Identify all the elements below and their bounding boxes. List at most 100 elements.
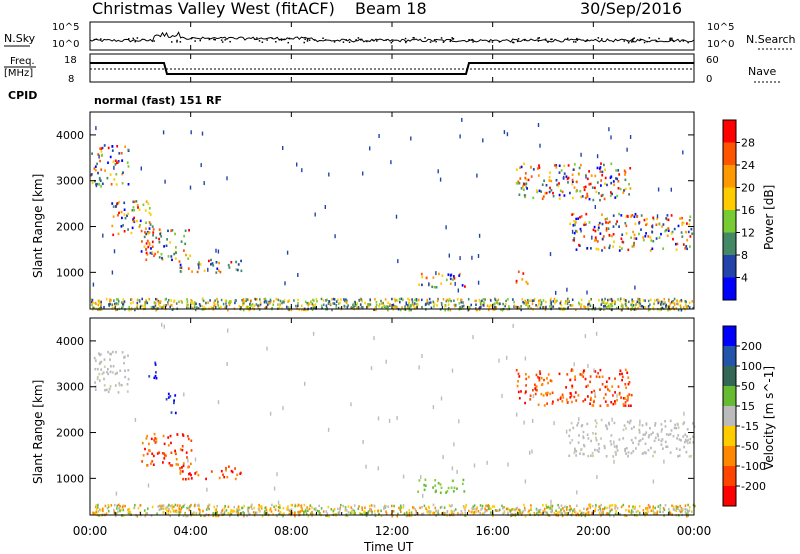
scatter-cell <box>686 305 688 309</box>
scatter-cell <box>297 304 299 308</box>
scatter-cell <box>430 306 433 310</box>
scatter-cell <box>464 511 467 515</box>
scatter-cell <box>230 513 233 516</box>
scatter-cell <box>626 215 629 218</box>
scatter-cell <box>269 507 272 510</box>
colorbar-segment <box>723 406 736 427</box>
scatter-cell <box>309 302 311 305</box>
scatter-cell <box>632 230 634 234</box>
scatter-cell <box>315 297 318 301</box>
scatter-cell <box>573 362 575 367</box>
scatter-cell <box>159 507 162 511</box>
scatter-cell <box>618 438 621 441</box>
scatter-cell <box>190 503 192 507</box>
scatter-cell <box>149 213 152 216</box>
scatter-cell <box>222 473 224 476</box>
scatter-cell <box>107 505 110 509</box>
scatter-cell <box>672 299 675 303</box>
scatter-cell <box>689 215 692 218</box>
scatter-cell <box>410 308 412 312</box>
scatter-cell <box>344 509 347 512</box>
scatter-cell <box>600 184 602 187</box>
scatter-cell <box>181 466 183 469</box>
scatter-cell <box>507 298 509 301</box>
y-tick-label: 4000 <box>56 129 84 142</box>
scatter-cell <box>93 512 96 515</box>
scatter-cell <box>621 304 624 307</box>
scatter-cell <box>453 277 456 280</box>
scatter-cell <box>652 507 654 511</box>
scatter-cell <box>144 447 146 451</box>
scatter-cell <box>603 444 606 448</box>
scatter-cell <box>671 504 673 507</box>
scatter-cell <box>220 511 222 515</box>
scatter-cell <box>359 297 362 301</box>
scatter-cell <box>169 504 172 508</box>
scatter-cell <box>641 452 644 455</box>
scatter-cell <box>110 365 112 368</box>
scatter-cell <box>310 300 312 303</box>
scatter-cell <box>561 393 564 397</box>
scatter-cell <box>541 197 544 200</box>
scatter-cell <box>540 392 543 396</box>
scatter-cell <box>131 209 134 212</box>
scatter-cell <box>124 216 127 220</box>
scatter-cell <box>574 229 577 233</box>
scatter-cell <box>365 514 368 517</box>
noise-search-point <box>345 39 347 41</box>
scatter-cell <box>405 514 408 518</box>
colorbar-tick-label: 200 <box>741 340 762 353</box>
noise-search-point <box>566 37 569 40</box>
scatter-cell <box>429 301 432 304</box>
scatter-cell <box>544 192 547 195</box>
scatter-cell <box>634 212 637 216</box>
scatter-cell <box>273 300 275 303</box>
scatter-cell <box>605 221 607 224</box>
scatter-cell <box>218 476 221 480</box>
scatter-cell <box>428 302 430 306</box>
scatter-cell <box>514 508 516 512</box>
scatter-cell <box>150 247 152 250</box>
scatter-cell <box>449 282 452 285</box>
noise-search-point <box>390 42 393 44</box>
scatter-cell <box>583 235 586 238</box>
scatter-cell <box>420 475 422 479</box>
scatter-cell <box>515 279 518 283</box>
scatter-cell <box>593 389 596 393</box>
noise-search-point <box>308 39 311 41</box>
scatter-cell <box>580 305 582 309</box>
scatter-cell <box>242 511 244 514</box>
scatter-cell <box>493 308 496 311</box>
scatter-cell <box>565 386 567 389</box>
scatter-cell <box>536 389 538 392</box>
scatter-cell <box>264 307 266 310</box>
scatter-cell <box>353 512 355 515</box>
scatter-cell <box>662 223 665 226</box>
scatter-cell <box>623 424 626 427</box>
scatter-cell <box>605 305 608 309</box>
scatter-cell <box>165 244 168 247</box>
scatter-cell <box>162 434 165 438</box>
scatter-cell <box>608 307 611 310</box>
scatter-cell <box>603 308 605 311</box>
scatter-cell <box>351 508 354 511</box>
scatter-cell <box>677 224 680 228</box>
scatter-cell <box>154 374 157 378</box>
scatter-cell <box>181 445 184 448</box>
scatter-cell <box>621 308 623 312</box>
scatter-cell <box>167 436 170 439</box>
scatter-cell <box>107 367 109 371</box>
scatter-cell <box>234 477 237 481</box>
scatter-cell <box>630 404 632 407</box>
scatter-cell <box>656 298 658 302</box>
scatter-cell <box>557 184 560 188</box>
scatter-cell <box>689 441 691 444</box>
noise-search-point <box>646 40 648 43</box>
scatter-cell <box>539 143 541 148</box>
scatter-cell <box>583 305 585 308</box>
scatter-cell <box>269 300 272 303</box>
scatter-cell <box>615 453 617 456</box>
scatter-cell <box>615 444 618 448</box>
scatter-cell <box>653 302 655 306</box>
scatter-cell <box>549 186 551 190</box>
